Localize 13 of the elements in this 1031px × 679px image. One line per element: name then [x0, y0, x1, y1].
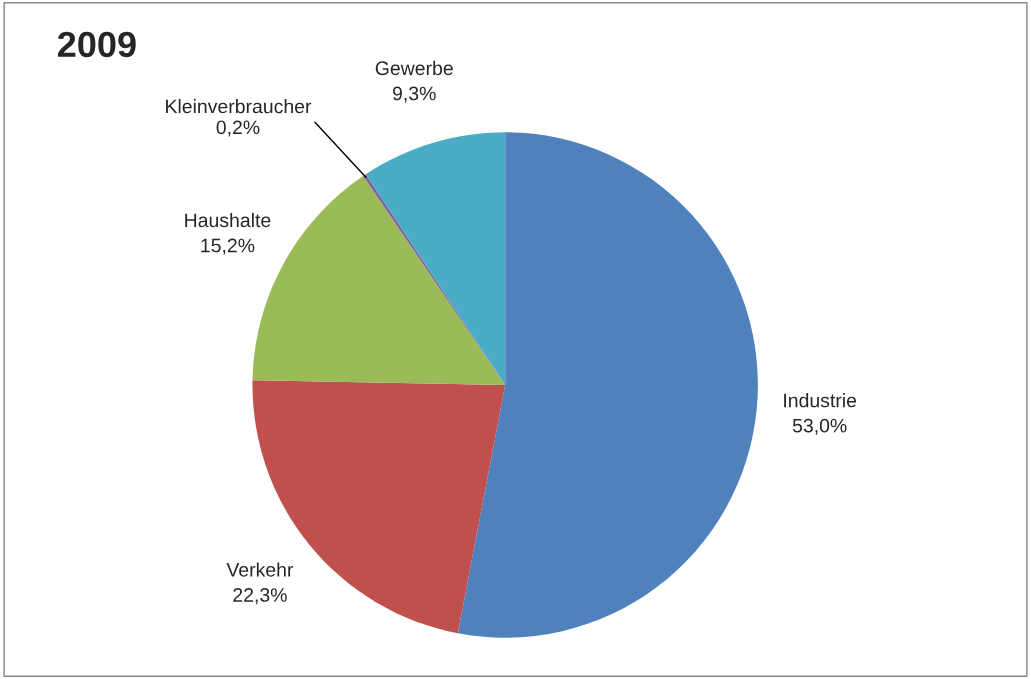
- pie-slice: [365, 132, 506, 385]
- slice-label: Gewerbe: [375, 60, 453, 76]
- slice-label: Industrie: [784, 393, 857, 408]
- slice-label: Haushalte: [185, 212, 271, 228]
- slice-label: Kleinverbraucher: [166, 99, 312, 114]
- slice-label: Verkehr: [226, 562, 294, 577]
- data-label: 0,2%: [216, 120, 260, 137]
- data-label: 9,3%: [392, 86, 436, 103]
- chart-title: 2009: [57, 31, 136, 58]
- data-label: 53,0%: [792, 418, 847, 435]
- pie-slice: [457, 132, 758, 638]
- data-label: 22,3%: [233, 588, 287, 605]
- data-label: 15,2%: [201, 238, 255, 255]
